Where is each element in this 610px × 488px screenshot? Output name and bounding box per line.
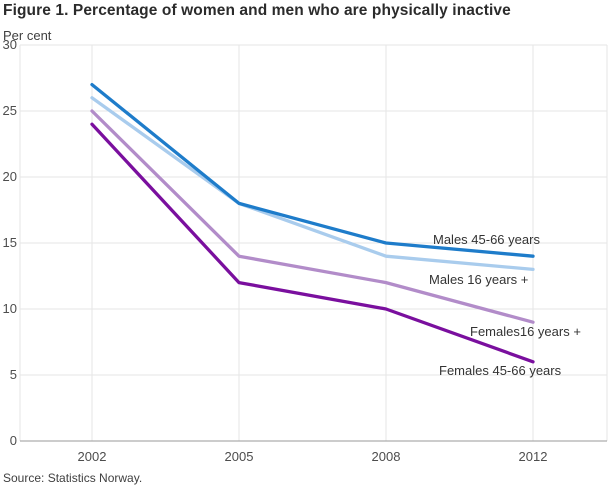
series-label-males-45-66-years: Males 45-66 years [433,232,540,247]
x-tick-label-2008: 2008 [371,449,401,464]
series-line-males-45-66-years [90,82,535,258]
source-note: Source: Statistics Norway. [3,471,143,485]
x-tick-label-2012: 2012 [518,449,548,464]
series-label-females-45-66-years: Females 45-66 years [439,363,562,378]
series-label-males-16-years-: Males 16 years + [429,272,529,287]
y-axis-unit-label: Per cent [3,28,52,43]
x-tick-label-2002: 2002 [77,449,107,464]
series-line-females-45-66-years [90,122,535,364]
y-tick-label-10: 10 [2,301,17,316]
y-tick-label-0: 0 [9,433,17,448]
y-tick-label-20: 20 [2,169,17,184]
figure-title: Figure 1. Percentage of women and men wh… [3,2,511,19]
y-tick-label-5: 5 [9,367,17,382]
x-tick-label-2005: 2005 [224,449,254,464]
y-tick-label-15: 15 [2,235,17,250]
series-label-females16-years-: Females16 years + [470,324,581,339]
series-line-males-16-years- [90,96,535,272]
y-tick-label-25: 25 [2,103,17,118]
y-tick-label-30: 30 [2,37,17,52]
series-line-females16-years- [90,109,535,324]
